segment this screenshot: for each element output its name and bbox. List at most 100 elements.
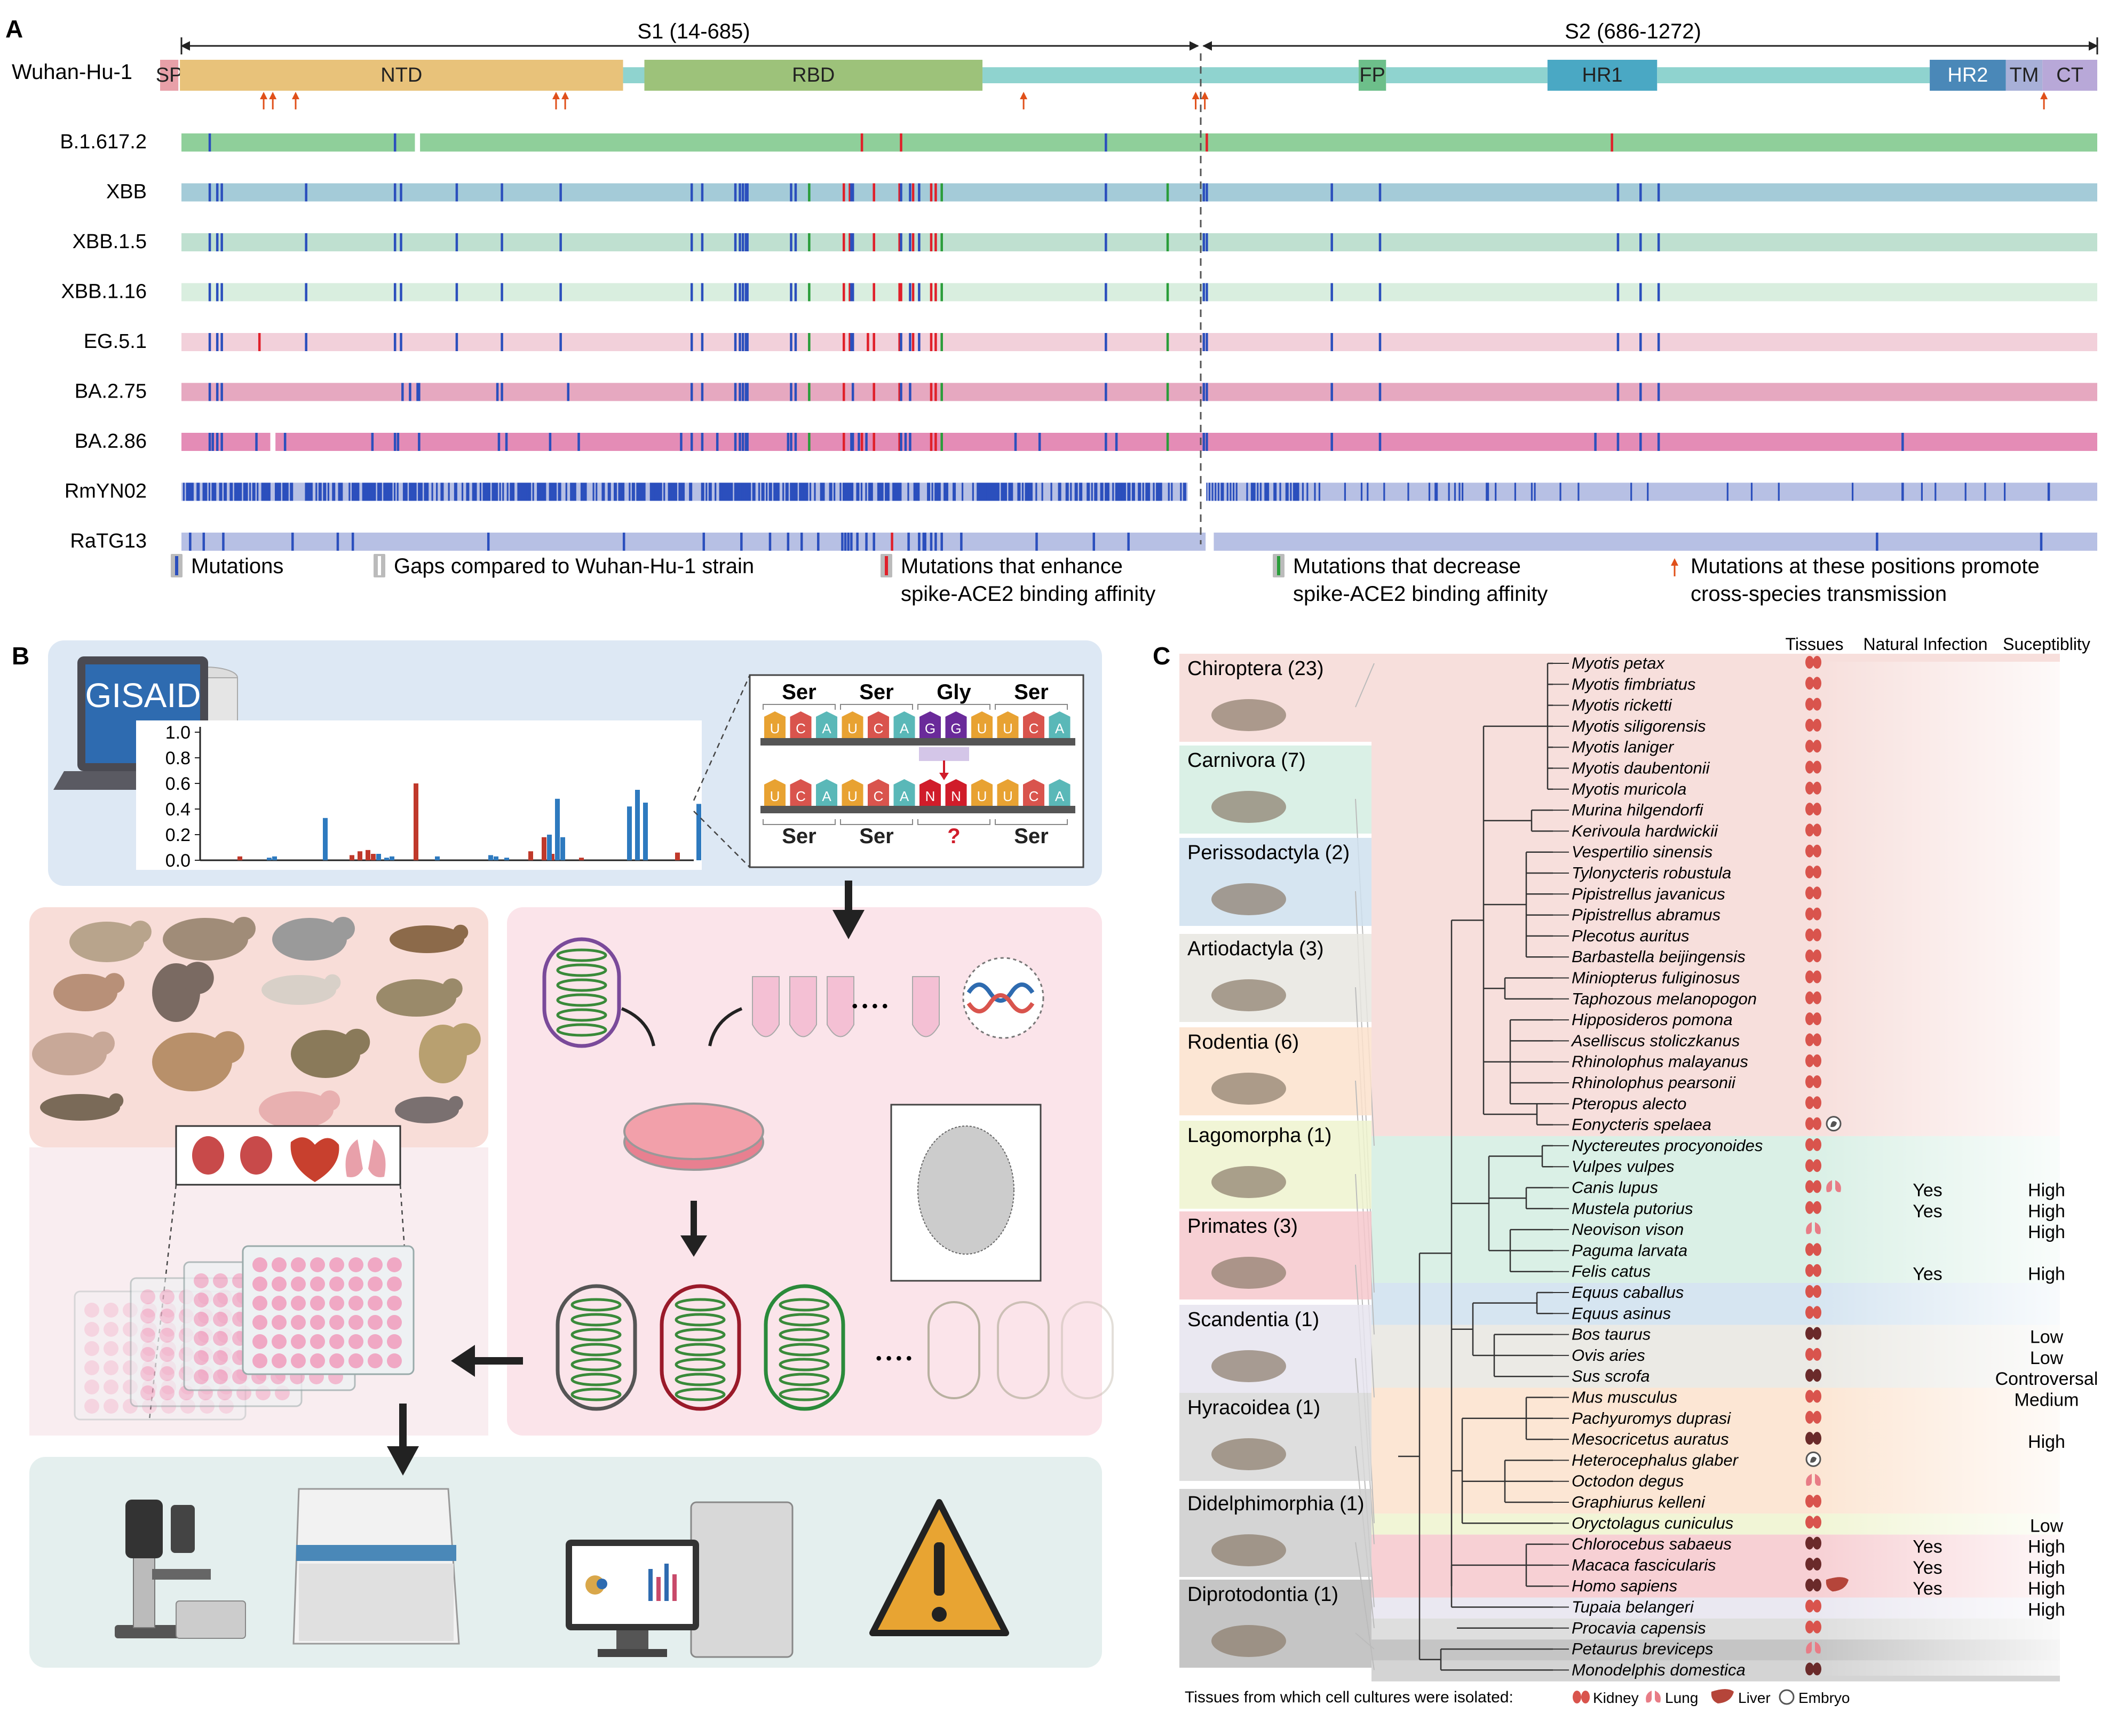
plate-well [194, 1312, 209, 1327]
kidney-icon [1813, 1557, 1821, 1571]
mutation-mark [720, 482, 723, 501]
mutation-mark [1206, 283, 1208, 302]
virus-variant-rna [675, 1298, 726, 1312]
kidney-icon [1813, 1620, 1821, 1634]
dna-strand-bottom [760, 806, 1075, 813]
mutation-mark [850, 233, 853, 251]
mutation-mark [716, 433, 719, 451]
mutation-mark [365, 482, 367, 501]
mutation-mark [817, 533, 820, 551]
mutation-mark [216, 183, 219, 202]
nucleotide-bottom [945, 779, 967, 806]
mutation-mark [479, 482, 482, 501]
plate-well [213, 1369, 228, 1384]
mutation-mark [873, 433, 875, 451]
mutation-mark [800, 533, 803, 551]
animal-head [319, 1090, 340, 1111]
mutation-mark [843, 333, 845, 351]
species-name: Sus scrofa [1572, 1367, 1650, 1385]
gap-mark [1206, 533, 1208, 551]
mutation-mark [843, 383, 845, 401]
codon-bottom-label: Ser [859, 825, 894, 848]
mutation-mark [858, 482, 860, 501]
mutation-mark [953, 482, 955, 501]
embryo-fill [1830, 1121, 1837, 1127]
chart-bar-blue [323, 818, 328, 860]
mutation-mark [651, 482, 653, 501]
order-connector [1355, 1632, 1375, 1650]
plate-well [329, 1296, 344, 1311]
nucleotide-bottom [893, 779, 915, 806]
mutation-mark [1030, 482, 1033, 501]
mutation-mark [431, 482, 433, 501]
plate-well [329, 1257, 344, 1272]
mutation-mark [520, 482, 522, 501]
mutation-mark [1092, 533, 1096, 551]
chart-bar-red [350, 855, 354, 860]
mutation-mark [900, 383, 902, 401]
nucleotide-top [764, 711, 786, 738]
nucleotide-bottom-letter: A [1055, 788, 1065, 804]
mutation-mark [752, 482, 754, 501]
mutation-mark [834, 482, 836, 501]
kidney-icon [1805, 677, 1814, 690]
mutation-mark [1486, 482, 1488, 501]
mutation-mark [400, 183, 402, 202]
flow-arrowhead-3 [680, 1235, 707, 1257]
mutation-mark [190, 482, 193, 501]
kidney-icon [1805, 907, 1814, 921]
mutation-mark [1254, 482, 1256, 501]
mutation-mark [1019, 482, 1021, 501]
mutation-mark [773, 482, 775, 501]
virus-variant-rna [779, 1388, 830, 1401]
mutation-mark [371, 482, 373, 501]
mutation-mark [418, 433, 421, 451]
mutation-mark [821, 482, 823, 501]
species-name: Myotis laniger [1572, 738, 1675, 756]
mutation-mark [1208, 482, 1211, 501]
mutation-mark [323, 482, 325, 501]
variant-ellipsis: • • • • [876, 1350, 911, 1367]
plate-well [84, 1380, 99, 1394]
mutation-mark [744, 283, 748, 302]
order-label: Diprotodontia (1) [1187, 1583, 1338, 1606]
mutation-mark [680, 482, 682, 501]
nucleotide-bottom [1023, 779, 1044, 806]
species-name: Equus asinus [1572, 1304, 1671, 1322]
domain-label-sp: SP [156, 64, 183, 86]
chart-bg [136, 720, 702, 870]
mutation-mark [487, 533, 490, 551]
lung-icon [1806, 1222, 1821, 1234]
mutation-mark [690, 183, 693, 202]
mutation-mark [1294, 482, 1296, 501]
nucleotide-top-letter: U [847, 720, 858, 736]
mutation-mark [377, 482, 379, 501]
virus-variant-rna [779, 1298, 830, 1312]
mutation-mark [898, 383, 901, 401]
mutation-mark [1106, 482, 1108, 501]
mutation-mark [351, 482, 354, 501]
species-name: Bos taurus [1572, 1325, 1651, 1344]
mutation-mark [237, 482, 239, 501]
mutation-mark [374, 482, 376, 501]
domain-label-rbd: RBD [792, 64, 835, 86]
kidney-icon [1813, 718, 1821, 732]
plate-well [140, 1385, 155, 1400]
mutation-mark [493, 482, 495, 501]
well-plates [74, 1245, 415, 1421]
mutation-mark [618, 482, 620, 501]
mutation-mark [790, 383, 792, 401]
mutation-mark [372, 482, 375, 501]
kidney-icon [1813, 1536, 1821, 1550]
embryo-fill [1810, 1456, 1817, 1463]
mutation-mark [1302, 482, 1304, 501]
mutation-mark [731, 482, 733, 501]
mutation-mark [378, 482, 380, 501]
mutation-mark [649, 482, 652, 501]
mutation-mark [792, 482, 795, 501]
mutation-mark [897, 482, 899, 501]
mutation-mark [1206, 383, 1208, 401]
plate-well [272, 1353, 287, 1368]
plate-well [368, 1277, 383, 1291]
plate-well [329, 1315, 344, 1330]
